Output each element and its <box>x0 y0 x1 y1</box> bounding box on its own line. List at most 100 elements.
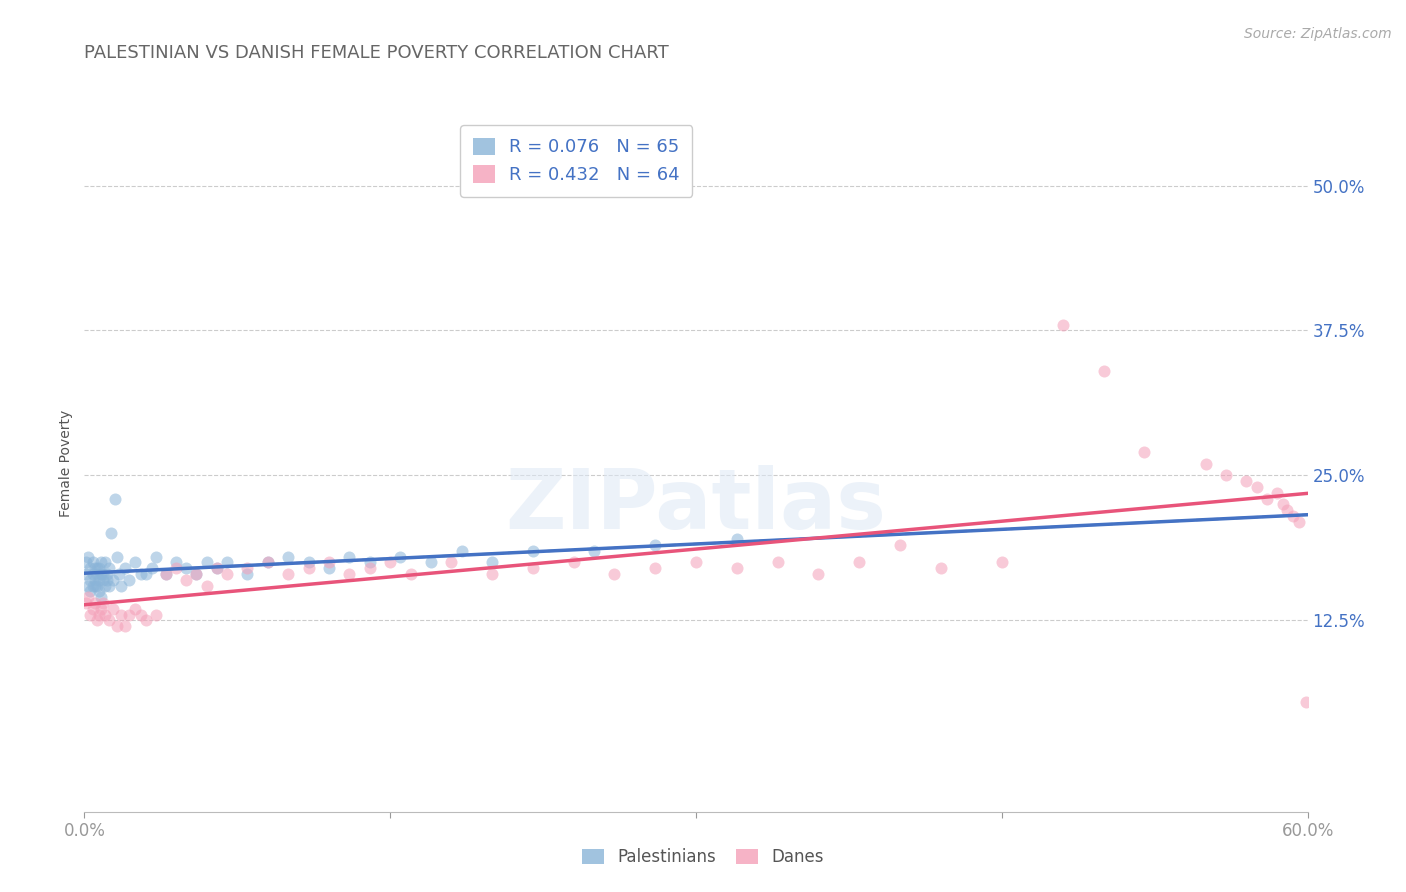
Point <box>131 607 153 622</box>
Point <box>87 607 110 622</box>
Legend: Palestinians, Danes: Palestinians, Danes <box>574 840 832 875</box>
Point <box>83 561 105 575</box>
Point <box>124 602 146 616</box>
Point <box>399 567 422 582</box>
Point <box>1295 694 1317 708</box>
Point <box>205 561 228 575</box>
Point <box>339 567 360 582</box>
Y-axis label: Female Poverty: Female Poverty <box>59 410 73 517</box>
Point <box>77 579 100 593</box>
Point <box>79 561 101 575</box>
Point <box>380 555 402 570</box>
Point <box>1246 480 1268 494</box>
Point <box>110 607 132 622</box>
Point <box>359 555 381 570</box>
Point <box>75 567 97 582</box>
Point <box>522 543 544 558</box>
Point <box>100 526 122 541</box>
Point <box>101 573 124 587</box>
Point <box>1052 318 1074 332</box>
Point <box>90 591 112 605</box>
Point <box>93 607 115 622</box>
Point <box>1272 498 1295 512</box>
Point <box>77 591 100 605</box>
Point <box>82 579 104 593</box>
Point <box>807 567 830 582</box>
Legend: R = 0.076   N = 65, R = 0.432   N = 64: R = 0.076 N = 65, R = 0.432 N = 64 <box>460 125 692 197</box>
Point <box>83 573 105 587</box>
Point <box>481 555 503 570</box>
Point <box>108 567 131 582</box>
Point <box>93 555 115 570</box>
Point <box>685 555 707 570</box>
Point <box>104 491 127 506</box>
Point <box>1215 468 1237 483</box>
Point <box>91 596 114 610</box>
Point <box>1275 503 1298 517</box>
Point <box>96 573 118 587</box>
Point <box>87 584 110 599</box>
Point <box>236 561 259 575</box>
Point <box>145 607 167 622</box>
Point <box>582 543 605 558</box>
Point <box>155 567 177 582</box>
Point <box>82 555 104 570</box>
Point <box>725 532 748 546</box>
Point <box>82 602 104 616</box>
Point <box>91 567 114 582</box>
Point <box>217 555 239 570</box>
Point <box>75 555 97 570</box>
Point <box>889 538 911 552</box>
Point <box>1234 475 1257 489</box>
Text: ZIPatlas: ZIPatlas <box>506 465 886 546</box>
Point <box>440 555 463 570</box>
Point <box>1256 491 1278 506</box>
Point <box>90 602 112 616</box>
Point <box>522 561 544 575</box>
Point <box>82 567 104 582</box>
Point <box>725 561 748 575</box>
Point <box>1195 457 1218 471</box>
Point <box>1265 485 1288 500</box>
Point <box>165 561 187 575</box>
Point <box>562 555 585 570</box>
Point <box>174 561 197 575</box>
Point <box>124 555 146 570</box>
Point <box>91 573 114 587</box>
Point <box>90 555 112 570</box>
Point <box>174 573 197 587</box>
Point <box>1282 508 1305 523</box>
Point <box>105 619 128 633</box>
Point <box>298 555 321 570</box>
Point <box>114 561 136 575</box>
Point <box>195 579 218 593</box>
Text: PALESTINIAN VS DANISH FEMALE POVERTY CORRELATION CHART: PALESTINIAN VS DANISH FEMALE POVERTY COR… <box>84 45 669 62</box>
Point <box>97 561 120 575</box>
Point <box>277 567 299 582</box>
Point <box>603 567 626 582</box>
Point <box>318 561 340 575</box>
Point <box>929 561 952 575</box>
Point <box>1288 515 1310 529</box>
Point <box>257 555 280 570</box>
Point <box>339 549 360 564</box>
Point <box>141 561 163 575</box>
Point <box>79 573 101 587</box>
Point <box>186 567 208 582</box>
Point <box>277 549 299 564</box>
Point <box>135 614 157 628</box>
Point <box>83 596 105 610</box>
Point <box>298 561 321 575</box>
Point <box>155 567 177 582</box>
Point <box>79 584 101 599</box>
Point <box>257 555 280 570</box>
Point <box>93 579 115 593</box>
Point <box>86 567 108 582</box>
Point <box>236 567 259 582</box>
Text: Source: ZipAtlas.com: Source: ZipAtlas.com <box>1244 27 1392 41</box>
Point <box>644 538 666 552</box>
Point <box>114 619 136 633</box>
Point <box>195 555 218 570</box>
Point <box>135 567 157 582</box>
Point <box>145 549 167 564</box>
